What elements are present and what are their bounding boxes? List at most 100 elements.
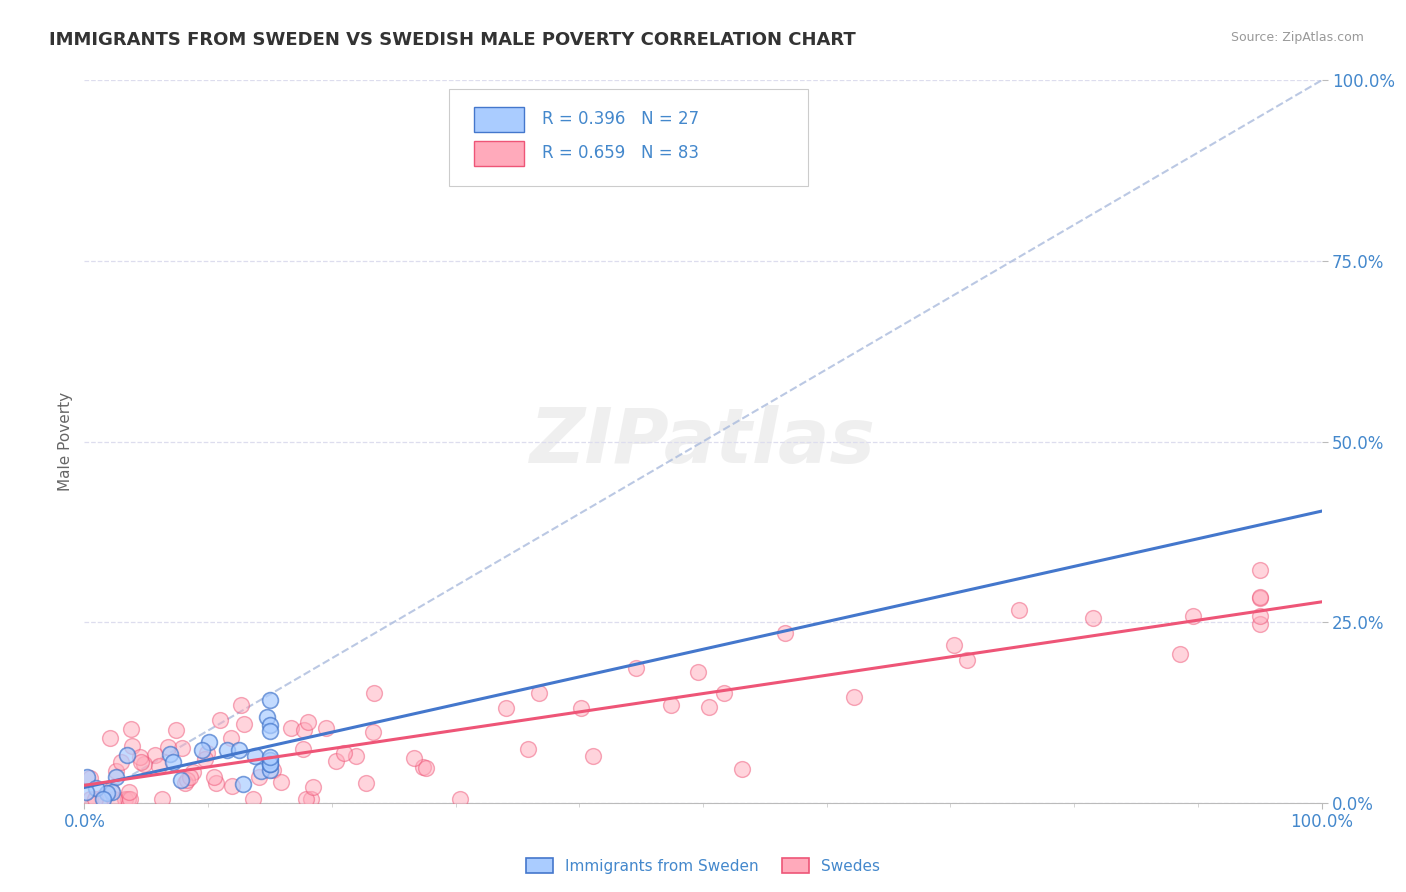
Point xyxy=(280,722,302,736)
Point xyxy=(302,780,325,794)
Point xyxy=(79,772,101,786)
Point xyxy=(659,698,682,712)
Point xyxy=(128,750,150,764)
Point xyxy=(75,785,97,799)
Point xyxy=(1008,602,1031,616)
Text: IMMIGRANTS FROM SWEDEN VS SWEDISH MALE POVERTY CORRELATION CHART: IMMIGRANTS FROM SWEDEN VS SWEDISH MALE P… xyxy=(49,31,856,49)
Point xyxy=(256,710,278,724)
Point xyxy=(232,777,254,791)
FancyBboxPatch shape xyxy=(450,89,808,186)
Point xyxy=(162,755,184,769)
Point xyxy=(250,764,273,778)
Point xyxy=(131,755,153,769)
Point xyxy=(291,742,314,756)
Point xyxy=(156,739,179,754)
Point xyxy=(955,653,977,667)
Point xyxy=(174,776,197,790)
Point xyxy=(84,780,107,795)
Legend: Immigrants from Sweden, Swedes: Immigrants from Sweden, Swedes xyxy=(519,852,887,880)
Point xyxy=(569,701,592,715)
Point xyxy=(176,773,198,788)
Point xyxy=(118,792,141,806)
Point xyxy=(228,743,250,757)
Point xyxy=(259,692,281,706)
Point xyxy=(118,785,141,799)
Point xyxy=(205,776,228,790)
Point xyxy=(259,724,281,739)
Point xyxy=(292,723,315,737)
Text: R = 0.659   N = 83: R = 0.659 N = 83 xyxy=(543,145,699,162)
Point xyxy=(202,770,225,784)
Point xyxy=(731,762,754,776)
Point xyxy=(103,792,125,806)
Point xyxy=(247,770,270,784)
Point xyxy=(245,749,267,764)
Point xyxy=(1249,616,1271,631)
Point xyxy=(844,690,866,705)
Point xyxy=(114,792,136,806)
Point xyxy=(91,789,114,804)
Point xyxy=(165,723,187,737)
Point xyxy=(229,698,252,712)
Point xyxy=(110,756,132,770)
Point xyxy=(259,753,281,767)
Point xyxy=(713,686,735,700)
Point xyxy=(527,686,550,700)
Point xyxy=(219,731,242,745)
Point xyxy=(120,722,142,736)
Point xyxy=(76,770,98,784)
Point xyxy=(361,724,384,739)
Point xyxy=(415,761,437,775)
Point xyxy=(363,686,385,700)
Point xyxy=(170,772,193,787)
Point xyxy=(91,792,114,806)
Point xyxy=(943,638,966,652)
Text: Source: ZipAtlas.com: Source: ZipAtlas.com xyxy=(1230,31,1364,45)
Point xyxy=(197,735,219,749)
Point xyxy=(104,770,127,784)
Point xyxy=(121,739,143,753)
Point xyxy=(117,792,139,806)
Point xyxy=(115,747,138,762)
Point xyxy=(232,716,254,731)
Point xyxy=(295,792,318,806)
Bar xyxy=(474,107,523,132)
Point xyxy=(179,770,201,784)
Point xyxy=(688,665,710,680)
Point xyxy=(495,701,517,715)
Point xyxy=(242,792,264,806)
Point xyxy=(333,747,356,761)
Point xyxy=(1249,591,1271,606)
Point xyxy=(259,756,281,771)
Point xyxy=(1249,609,1271,624)
Point xyxy=(105,764,128,779)
Point xyxy=(315,722,337,736)
Bar xyxy=(474,141,523,166)
Point xyxy=(356,776,378,790)
Point xyxy=(170,741,193,756)
Point xyxy=(582,748,605,763)
Point xyxy=(1181,609,1204,624)
Point xyxy=(221,780,243,794)
Point xyxy=(270,775,292,789)
Point xyxy=(697,700,720,714)
Point xyxy=(194,752,217,766)
Point xyxy=(1249,563,1271,577)
Point xyxy=(1249,590,1271,604)
Point xyxy=(412,760,434,774)
Point xyxy=(100,785,122,799)
Y-axis label: Male Poverty: Male Poverty xyxy=(58,392,73,491)
Point xyxy=(148,759,170,773)
Text: ZIPatlas: ZIPatlas xyxy=(530,405,876,478)
Point xyxy=(181,764,204,779)
Point xyxy=(344,748,367,763)
Point xyxy=(83,792,105,806)
Point xyxy=(79,792,101,806)
Point xyxy=(1083,611,1105,625)
Text: R = 0.396   N = 27: R = 0.396 N = 27 xyxy=(543,111,699,128)
Point xyxy=(775,626,797,640)
Point xyxy=(299,792,322,806)
Point xyxy=(1170,647,1192,661)
Point xyxy=(259,756,281,771)
Point xyxy=(259,749,281,764)
